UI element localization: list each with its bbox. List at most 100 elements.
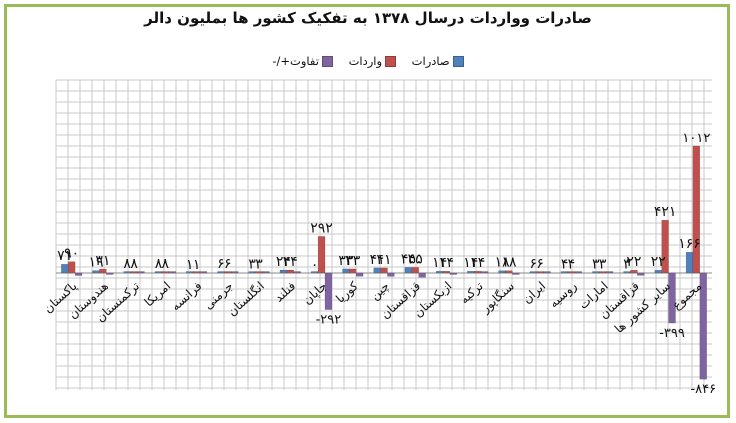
- data-label-exports: ۴: [561, 257, 569, 273]
- bar-imports: [630, 269, 638, 274]
- bar-diff: [137, 271, 145, 274]
- data-label-exports: ۱۹: [88, 255, 103, 271]
- category-label: روسیه: [546, 279, 580, 311]
- bar-imports: [99, 268, 107, 274]
- data-label-exports: ۶: [530, 256, 538, 272]
- data-label-diff: -۲۹۲: [316, 313, 342, 328]
- data-label-exports: ۸: [123, 256, 131, 272]
- bar-exports: [467, 270, 475, 274]
- data-label-diff: -۸۴۶: [690, 382, 716, 397]
- bars: [61, 145, 707, 380]
- grid: [55, 79, 712, 390]
- data-label-imports: ۱۴: [439, 255, 454, 271]
- bar-exports: [92, 270, 100, 274]
- bar-diff: [480, 271, 489, 274]
- bar-imports: [661, 219, 669, 274]
- data-label-imports: ۴: [568, 257, 576, 273]
- bar-exports: [248, 271, 256, 274]
- legend-swatch-exports: [452, 56, 464, 67]
- data-label-exports: ۴۵: [401, 251, 416, 267]
- category-label: امریکا: [142, 279, 174, 310]
- data-label-imports: ۱۸: [501, 255, 517, 271]
- bar-exports: [654, 269, 662, 274]
- legend-label-imports: واردات: [348, 54, 383, 68]
- data-label-imports: ۱: [193, 257, 201, 273]
- data-label-exports: ۳: [248, 257, 256, 273]
- data-label-imports: ۴۱: [376, 252, 391, 268]
- bar-imports: [317, 236, 326, 274]
- data-label-imports: ۱۴: [470, 255, 485, 271]
- bar-diff: [637, 272, 645, 276]
- data-label-imports: ۲۲: [626, 254, 641, 270]
- chart-frame: [4, 4, 730, 418]
- bar-diff: [449, 272, 458, 275]
- data-label-exports: ۶: [217, 256, 225, 272]
- data-label-diff: -۳۹۹: [659, 326, 685, 341]
- data-label-exports: ۲۲: [651, 254, 666, 270]
- data-label-exports: ۳: [592, 257, 600, 273]
- legend-swatch-imports: [385, 56, 397, 67]
- data-label-imports: ۲۴: [283, 254, 298, 270]
- bar-diff: [418, 272, 426, 278]
- bar-diff: [230, 271, 239, 274]
- bar-exports: [279, 269, 288, 274]
- bar-diff: [574, 271, 583, 274]
- legend-swatch-diff: [321, 56, 333, 67]
- bar-imports: [692, 145, 701, 274]
- bar-diff: [355, 272, 364, 277]
- bar-diff: [293, 271, 301, 274]
- bar-diff: [74, 272, 83, 276]
- bar-exports: [61, 263, 69, 274]
- bar-imports: [161, 271, 170, 274]
- bar-exports: [685, 251, 694, 274]
- bar-exports: [373, 267, 381, 274]
- data-label-exports: ۴۱: [370, 252, 385, 268]
- bar-imports: [442, 270, 451, 274]
- data-label-imports: ۴۲۱: [654, 204, 677, 220]
- data-label-exports: ۳۳: [338, 253, 354, 269]
- data-label-exports: ۲۴: [276, 254, 291, 270]
- bar-diff: [512, 272, 520, 275]
- legend-label-exports: صادرات: [411, 54, 450, 68]
- data-label-exports: ۱۴: [463, 255, 478, 271]
- data-label-imports: ۳۳: [345, 253, 361, 269]
- data-label-exports: ۱۴: [432, 255, 447, 271]
- data-label-imports: ۸: [130, 256, 138, 272]
- data-label-imports: ۴۵: [408, 251, 423, 267]
- bar-exports: [498, 270, 506, 274]
- bar-exports: [404, 267, 413, 274]
- legend-item-diff: تفاوت+/-: [272, 54, 333, 68]
- data-label-imports: ۳۱: [95, 253, 110, 269]
- legend-item-imports: واردات: [348, 54, 397, 68]
- bar-exports: [342, 268, 350, 274]
- legend-label-diff: تفاوت+/-: [272, 54, 319, 68]
- bar-diff: [168, 271, 176, 274]
- data-label-exports: ۷۱: [57, 248, 72, 264]
- bar-diff: [543, 271, 551, 274]
- data-label-exports: ۳: [623, 257, 631, 273]
- bar-diff: [199, 271, 208, 274]
- legend: صادرات واردات تفاوت+/-: [0, 54, 736, 68]
- data-label-imports: ۸: [162, 256, 170, 272]
- data-label-exports: ۰: [311, 257, 319, 273]
- data-label-imports: ۶: [224, 256, 232, 272]
- category-label: فنلند: [272, 279, 299, 305]
- data-label-imports: ۶: [536, 256, 544, 272]
- bar-diff: [324, 272, 333, 310]
- data-label-exports: ۱۸: [495, 255, 511, 271]
- bar-diff: [605, 271, 614, 274]
- chart-title: صادرات وواردات درسال ۱۳۷۸ به تفکیک کشور …: [144, 9, 592, 27]
- bar-imports: [349, 268, 357, 274]
- bar-diff: [699, 272, 707, 380]
- category-label: کوریا: [333, 279, 362, 307]
- data-label-exports: ۱۶۶: [678, 236, 701, 252]
- bar-imports: [474, 270, 482, 274]
- bar-imports: [411, 267, 419, 274]
- bar-imports: [67, 261, 76, 274]
- bar-diff: [106, 272, 114, 275]
- data-label-imports: ۳: [255, 257, 263, 273]
- bar-exports: [435, 270, 444, 274]
- bar-diff: [262, 271, 270, 274]
